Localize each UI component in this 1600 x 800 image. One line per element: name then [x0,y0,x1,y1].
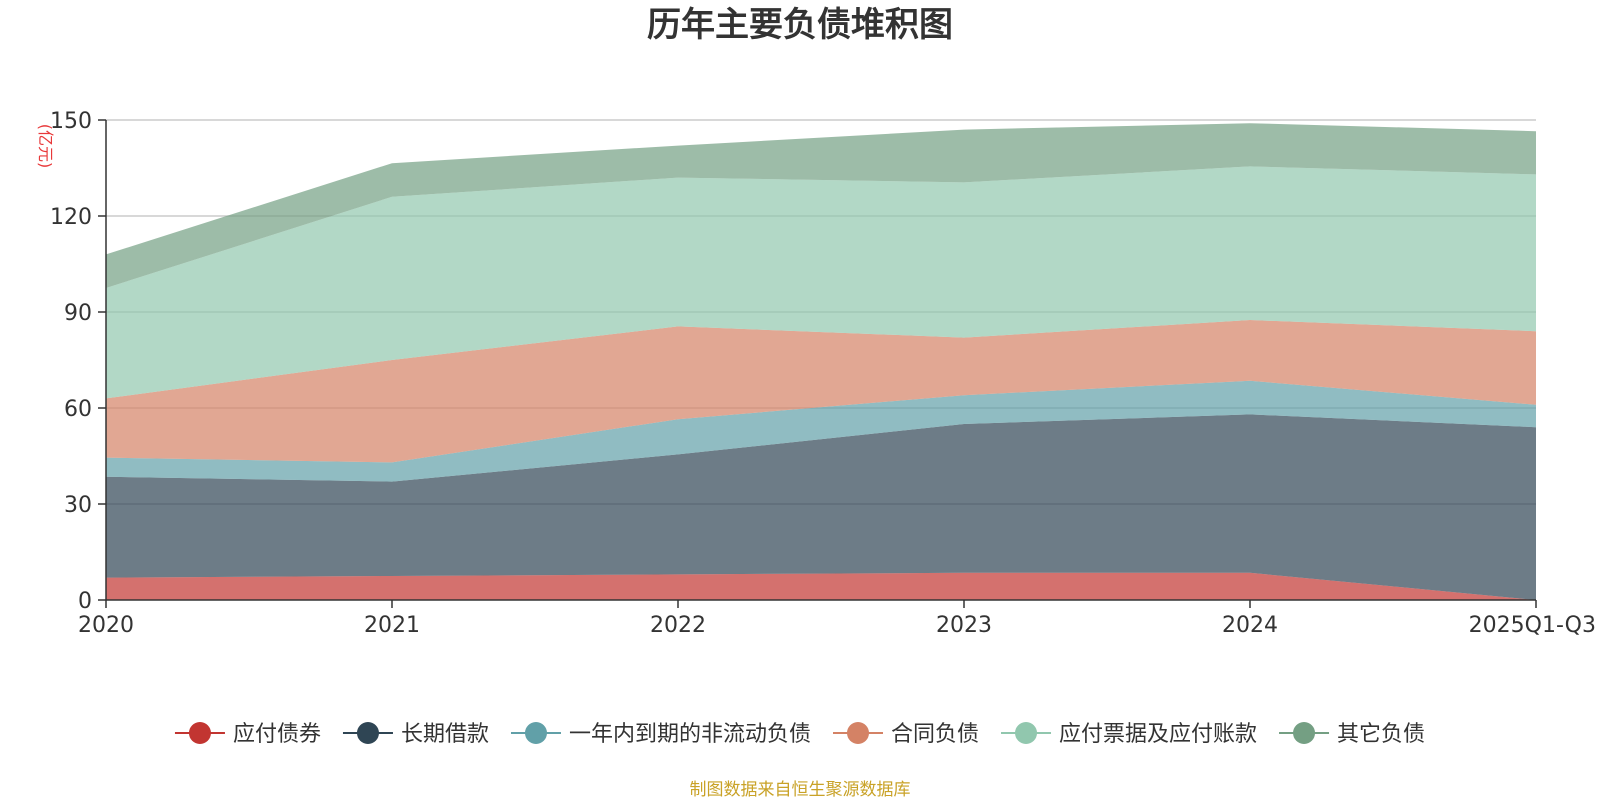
legend-circle-marker [356,722,379,744]
area-series-4 [106,166,1536,399]
legend-label: 应付债券 [233,722,321,747]
x-tick-label: 2025Q1-Q3 [1469,613,1596,638]
x-tick-label: 2021 [364,613,420,638]
area-series-5 [106,123,1536,288]
chart-title: 历年主要负债堆积图 [647,5,953,45]
legend: 应付债券 长期借款 一年内到期的非流动负债 合同负债 应付票据及应付账款 其它负债 [174,722,1425,747]
legend-circle-marker [524,722,547,744]
legend-item[interactable]: 应付债券 [174,722,321,747]
area-series-2 [106,380,1536,482]
y-tick-label: 150 [50,109,92,134]
legend-label: 长期借款 [401,722,489,747]
x-tick-label: 2020 [78,613,134,638]
area-series-0 [106,572,1536,600]
y-tick-label: 60 [64,397,92,422]
area-series-1 [106,414,1536,600]
legend-item[interactable]: 一年内到期的非流动负债 [510,722,811,747]
x-tick-label: 2024 [1222,613,1278,638]
legend-label: 其它负债 [1337,722,1425,747]
legend-item[interactable]: 其它负债 [1279,722,1425,747]
x-tick-label: 2022 [650,613,706,638]
legend-item[interactable]: 合同负债 [833,722,979,747]
area-series-3 [106,320,1536,463]
legend-label: 应付票据及应付账款 [1059,722,1257,747]
axes: 0 30 60 90 120 150 2020 2021 2022 2023 2024 2025Q1-… [50,109,1596,638]
legend-label: 合同负债 [891,722,979,747]
legend-label: 一年内到期的非流动负债 [569,722,811,747]
y-tick-label: 30 [64,493,92,518]
y-tick-label: 90 [64,301,92,326]
legend-circle-marker [1293,722,1316,744]
legend-item[interactable]: 应付票据及应付账款 [1001,722,1257,747]
y-tick-label: 0 [78,589,92,614]
y-unit-label: (亿元) [36,124,55,169]
legend-circle-marker [847,722,869,744]
legend-circle-marker [188,722,211,744]
area-series-group [106,123,1536,600]
legend-item[interactable]: 长期借款 [342,722,489,747]
legend-circle-marker [1015,722,1038,744]
source-note: 制图数据来自恒生聚源数据库 [690,780,911,800]
x-tick-label: 2023 [936,613,992,638]
y-tick-label: 120 [50,205,92,230]
